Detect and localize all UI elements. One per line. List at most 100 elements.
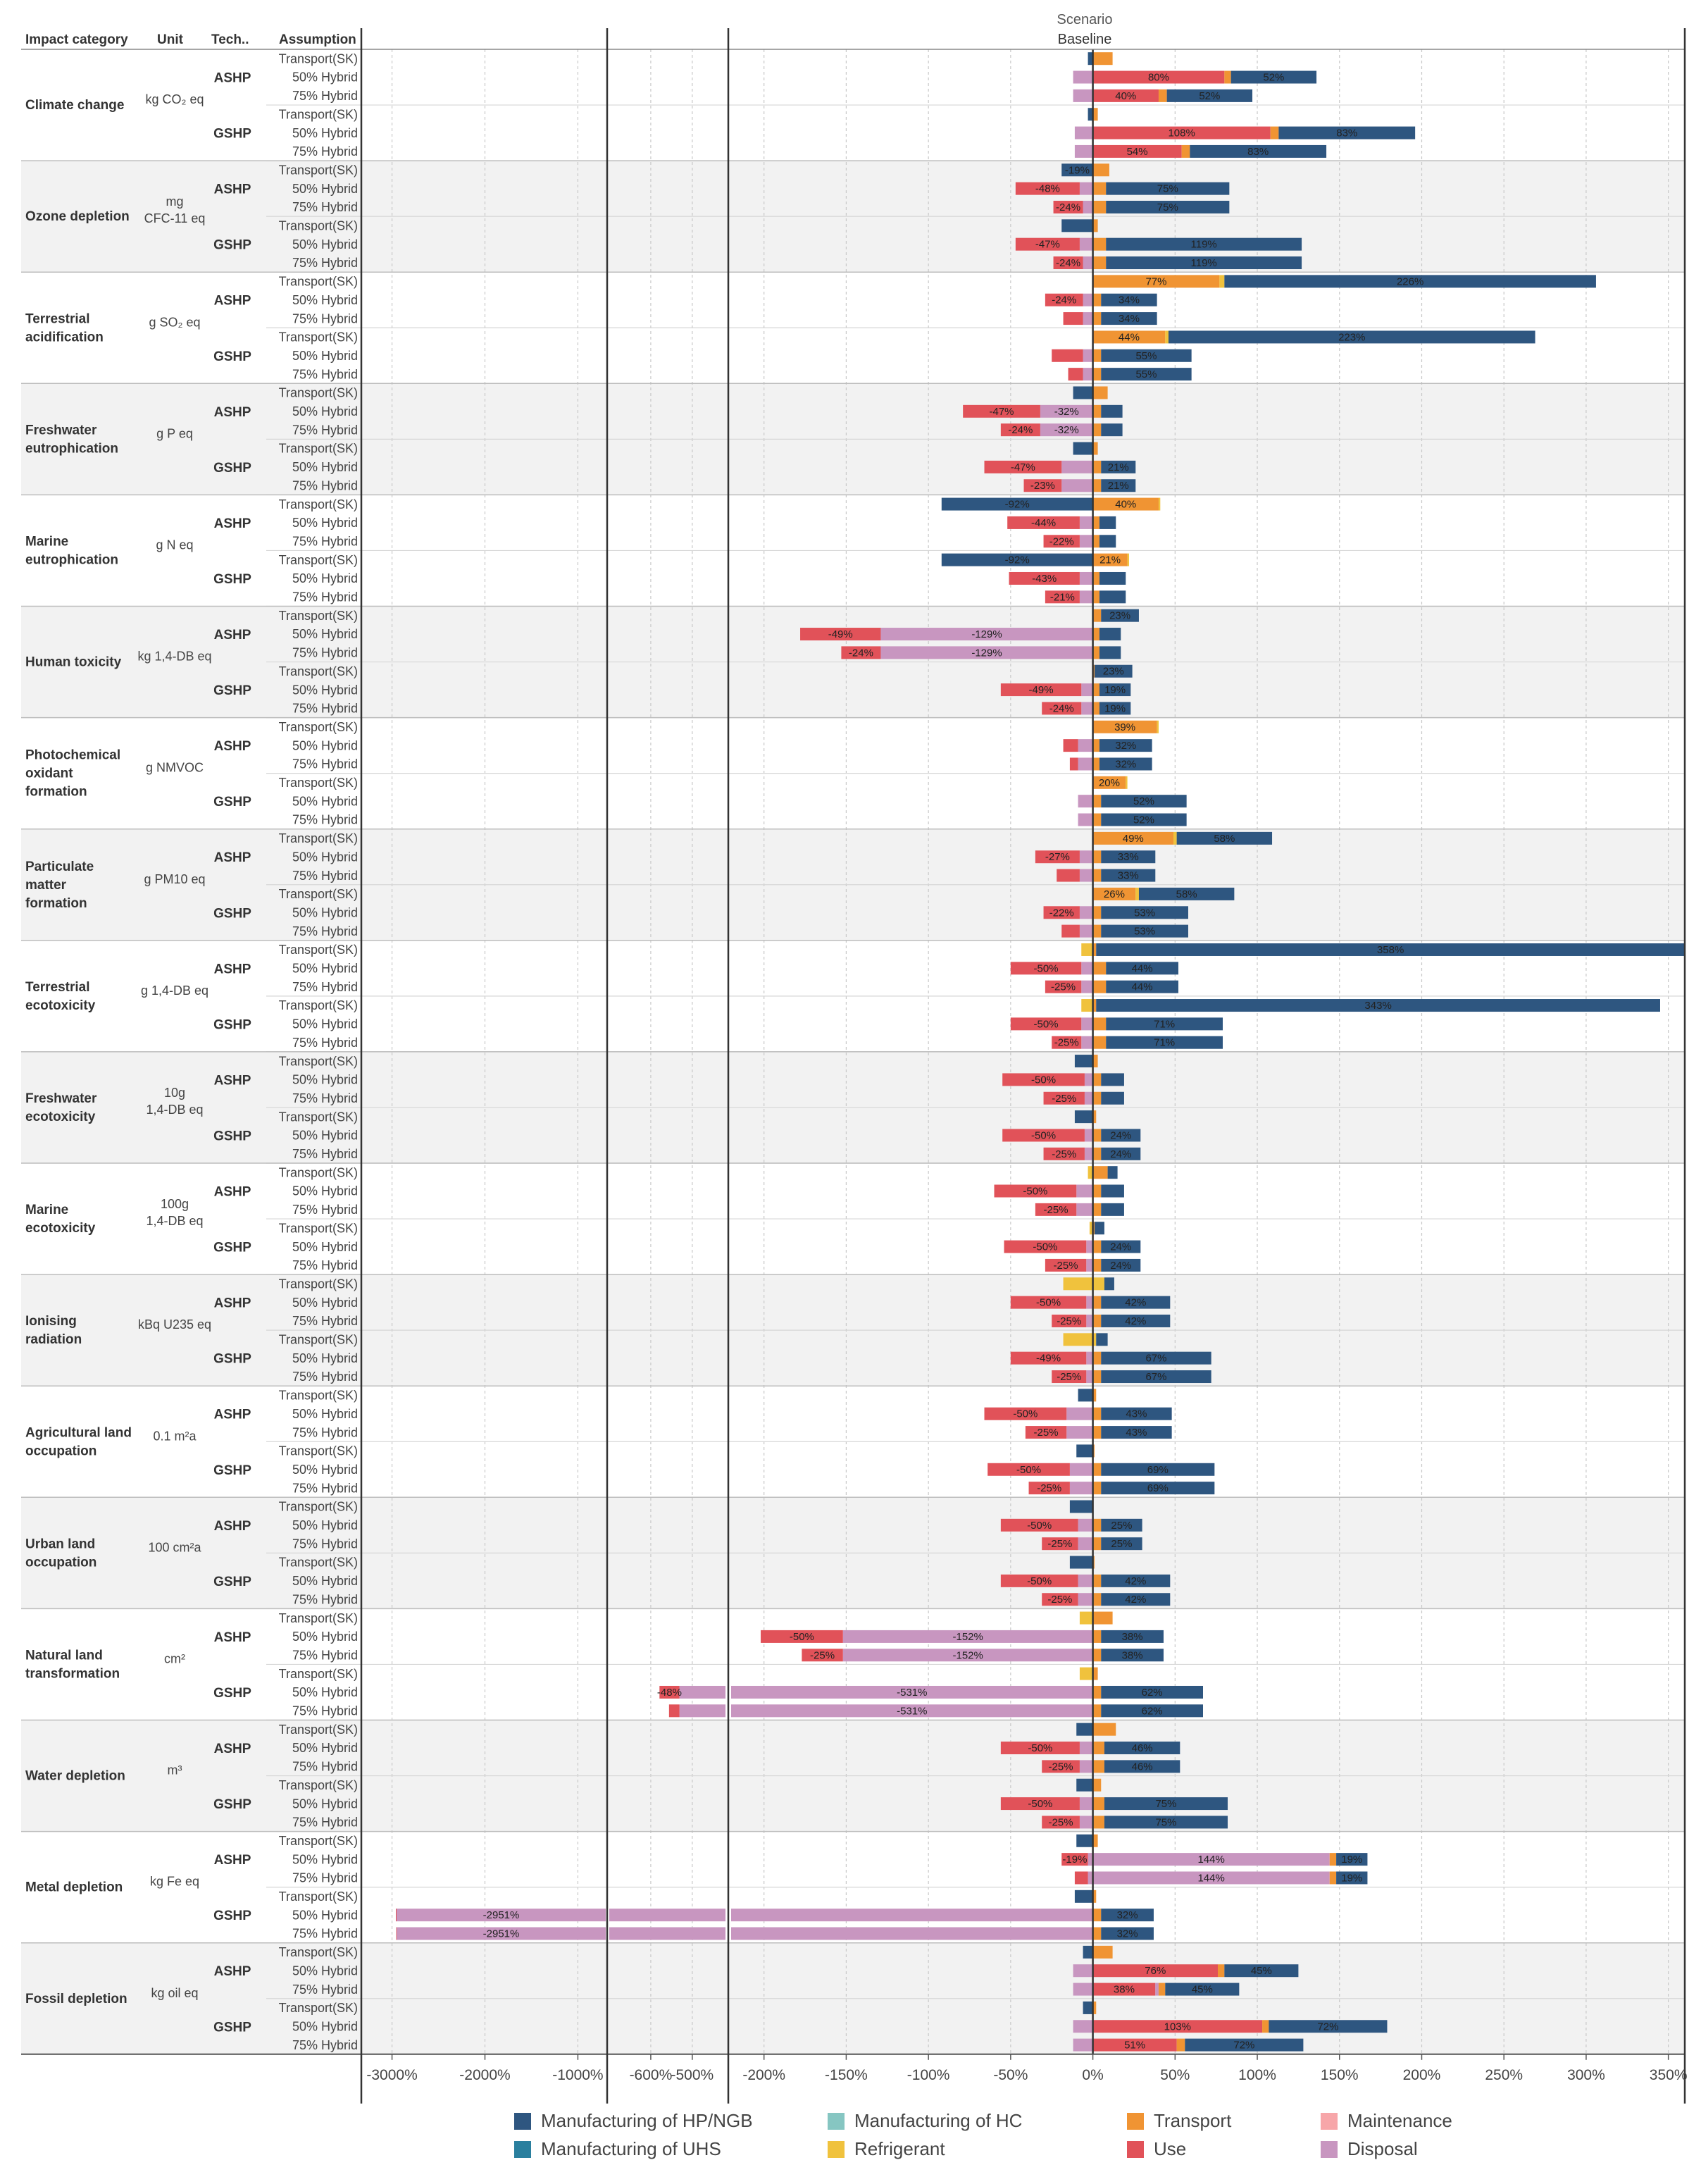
tech-label: ASHP — [214, 182, 251, 197]
data-label: -19% — [1065, 164, 1090, 176]
legend-label: Manufacturing of HC — [854, 2110, 1023, 2131]
data-label: 52% — [1133, 814, 1154, 826]
assumption-label: 50% Hybrid — [292, 1407, 358, 1421]
bar-segment-use — [1042, 1537, 1078, 1551]
bar-segment-hp — [1073, 386, 1093, 399]
bar-segment-hp — [1185, 2038, 1304, 2052]
bar-segment-hp — [1101, 1407, 1172, 1420]
bar-segment-tr — [1092, 1055, 1098, 1068]
bar-segment-dis — [1086, 1296, 1093, 1309]
bar-segment-use — [1053, 256, 1083, 270]
data-label: -24% — [1056, 201, 1080, 213]
assumption-label: Transport(SK) — [279, 1333, 358, 1347]
assumption-label: 75% Hybrid — [292, 1425, 358, 1439]
category-name: occupation — [25, 1555, 96, 1570]
data-label: 75% — [1155, 1798, 1176, 1810]
tech-label: GSHP — [213, 1575, 251, 1589]
bar-segment-use — [1042, 702, 1082, 715]
data-label: 54% — [1127, 146, 1148, 158]
bar-segment-hp — [1101, 813, 1187, 826]
chart-frame — [21, 28, 1686, 2104]
bar-segment-hp — [1101, 1426, 1172, 1439]
bar-segment-use — [1010, 1296, 1087, 1309]
data-label: -25% — [1049, 1761, 1073, 1773]
bar-segment-tr — [1092, 312, 1102, 325]
data-label: 21% — [1108, 461, 1129, 473]
assumption-label: 75% Hybrid — [292, 1537, 358, 1551]
category-name: Climate change — [25, 98, 124, 113]
assumption-label: Transport(SK) — [279, 107, 358, 121]
bar-segment-tr — [1092, 1778, 1102, 1792]
bar-segment-hp — [1101, 906, 1188, 919]
bar-segment-use — [1035, 1203, 1077, 1216]
bar-segment-hp — [1168, 330, 1535, 344]
bar-segment-tr — [1158, 1983, 1166, 1996]
bar-segment-dis — [1078, 813, 1093, 826]
bar-segment-hp — [1094, 1222, 1104, 1235]
category-name: radiation — [25, 1332, 82, 1347]
data-label: -25% — [1037, 1482, 1061, 1494]
data-label: 44% — [1132, 981, 1153, 993]
bar-segment-hp — [1101, 609, 1139, 622]
bar-segment-dis — [1078, 795, 1093, 808]
bar-segment-hp — [1138, 887, 1235, 900]
category-name: matter — [25, 878, 67, 893]
data-label: 19% — [1104, 702, 1126, 714]
assumption-label: Transport(SK) — [279, 1389, 358, 1403]
bar-segment-hp — [1101, 1258, 1141, 1272]
bar-segment-ref — [1079, 1667, 1093, 1680]
assumption-label: 50% Hybrid — [292, 1741, 358, 1755]
assumption-label: 50% Hybrid — [292, 1073, 358, 1087]
data-label: 62% — [1142, 1687, 1163, 1699]
tech-label: GSHP — [213, 795, 251, 809]
bar-segment-hp — [1106, 256, 1302, 270]
bar-segment-ref — [1157, 720, 1159, 733]
data-label: 23% — [1103, 666, 1124, 678]
bar-segment-dis — [609, 1909, 725, 1922]
bar-segments: 80% 52% 40% 52% 108% 83% 54% 83% -19% -48% 75% -24%… — [395, 52, 1685, 2052]
assumption-label: 50% Hybrid — [292, 1797, 358, 1811]
tech-label: ASHP — [214, 1408, 251, 1422]
data-label: 69% — [1147, 1464, 1169, 1476]
data-label: 24% — [1110, 1129, 1131, 1141]
bar-segment-tr — [1092, 962, 1107, 975]
data-label: 343% — [1364, 1000, 1391, 1012]
assumption-label: Transport(SK) — [279, 442, 358, 456]
bar-segment-hp — [1101, 1630, 1164, 1643]
bar-segment-use — [1002, 1073, 1085, 1086]
bar-segment-hp — [1101, 1909, 1154, 1922]
bar-segment-dis — [1081, 1036, 1093, 1049]
bar-segment-tr — [1092, 1184, 1102, 1198]
bar-segment-use — [1004, 1240, 1087, 1253]
bar-segment-hp — [1101, 368, 1192, 381]
assumption-label: 50% Hybrid — [292, 571, 358, 585]
assumption-label: Transport(SK) — [279, 720, 358, 734]
assumption-label: 50% Hybrid — [292, 962, 358, 976]
bar-segment-dis — [880, 628, 1093, 641]
bar-segment-tr — [1262, 2020, 1269, 2033]
bar-segment-hp — [1101, 869, 1156, 882]
data-label: -43% — [1032, 573, 1057, 585]
data-label: -25% — [1044, 1204, 1068, 1216]
bar-segment-hp — [1230, 70, 1317, 84]
assumption-label: Transport(SK) — [279, 943, 358, 957]
category-name: Marine — [25, 1203, 68, 1217]
category-name: Freshwater — [25, 1091, 97, 1106]
assumption-label: 50% Hybrid — [292, 1296, 358, 1310]
data-label: -21% — [1050, 591, 1075, 603]
tech-label: ASHP — [214, 1296, 251, 1311]
bar-segment-dis — [1079, 924, 1093, 938]
bar-segment-tr — [1092, 275, 1220, 288]
legend-item-dis: Disposal — [1321, 2138, 1418, 2160]
assumption-label: 50% Hybrid — [292, 1017, 358, 1031]
category-name: Photochemical — [25, 748, 120, 763]
assumption-label: Transport(SK) — [279, 1165, 358, 1179]
data-label: -25% — [1057, 1315, 1081, 1327]
assumption-label: Transport(SK) — [279, 275, 358, 289]
bar-segment-hp — [1101, 795, 1187, 808]
unit-label: g PM10 eq — [144, 872, 205, 886]
bar-segment-tr — [1092, 497, 1159, 511]
data-label: -50% — [1031, 1129, 1056, 1141]
assumption-label: Transport(SK) — [279, 1611, 358, 1625]
bar-segment-tr — [1092, 1407, 1102, 1420]
